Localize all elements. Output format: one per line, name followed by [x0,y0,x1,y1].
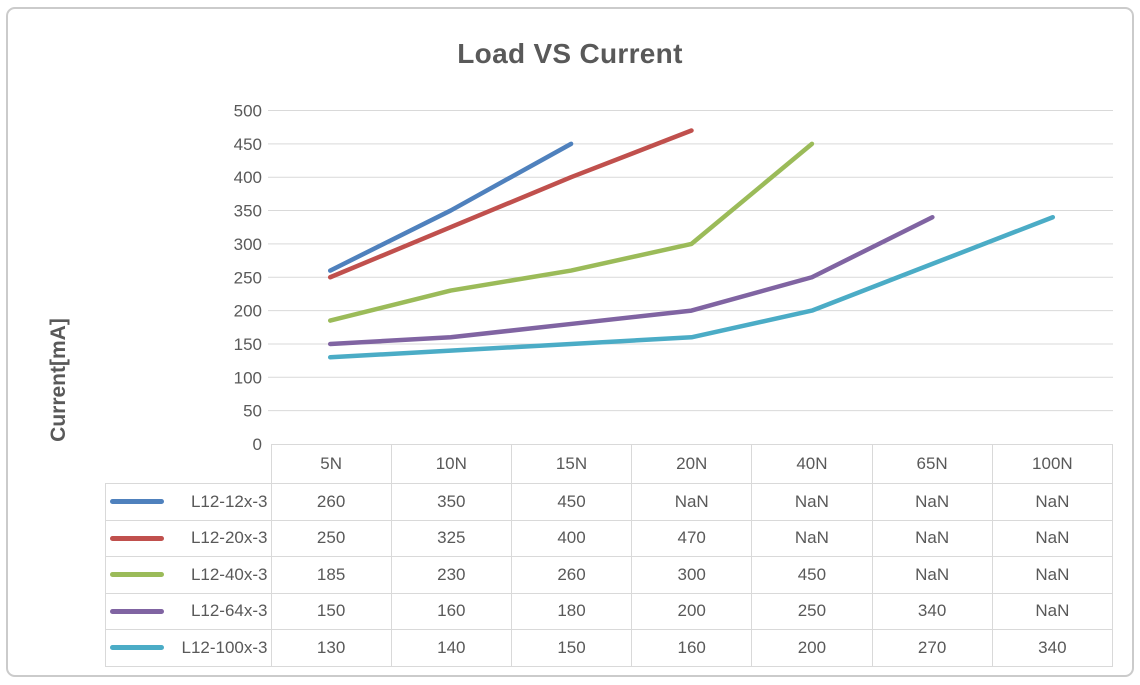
legend-line-swatch [110,608,164,614]
value-cell: NaN [871,519,993,557]
y-tick-label: 350 [234,202,262,221]
value-cell: 450 [751,556,873,594]
legend-line-swatch [110,645,164,651]
value-cell: 470 [631,519,753,557]
value-cell: 130 [270,629,392,667]
legend-series-label: L12-40x-3 [190,564,268,584]
series-line-L12-64x-3 [327,214,935,347]
value-cell: NaN [991,483,1114,521]
table-row: L12-100x-3 130 140 150 160 200 270 340 [105,629,1114,667]
value-cell: NaN [631,483,753,521]
value-cell: 200 [631,592,753,630]
legend-key: L12-100x-3 [105,629,272,667]
legend-key-inner: L12-100x-3 [106,637,270,658]
value-cell: NaN [991,592,1114,630]
value-cell: 260 [510,556,633,594]
value-cell: NaN [751,483,873,521]
legend-key: L12-20x-3 [105,519,272,557]
value-cell: 150 [270,592,392,630]
y-tick-label: 450 [234,135,262,154]
table-row: L12-20x-3 250 325 400 470 NaN NaN NaN [105,519,1114,557]
legend-key: L12-64x-3 [105,592,272,630]
legend-series-label: L12-64x-3 [190,601,268,621]
value-cell: 250 [270,519,392,557]
value-cell: 350 [390,483,512,521]
value-cell: 325 [390,519,512,557]
y-tick-label: 400 [234,168,262,187]
legend-key-inner: L12-12x-3 [106,491,270,512]
value-cell: NaN [751,519,873,557]
series-line-L12-100x-3 [327,214,1056,360]
legend-series-label: L12-12x-3 [190,491,268,511]
legend-key-inner: L12-64x-3 [106,601,270,621]
legend-key: L12-12x-3 [105,483,272,521]
column-header: 65N [871,444,993,484]
y-tick-label: 500 [234,102,262,121]
value-cell: 185 [270,556,392,594]
chart-title: Load VS Current [457,38,683,69]
y-tick-label: 150 [234,335,262,354]
table-row: L12-40x-3 185 230 260 300 450 NaN NaN [105,556,1114,594]
y-tick-label: 250 [234,268,262,287]
value-cell: 260 [270,483,392,521]
table-corner-blank [106,445,272,484]
table-row: L12-12x-3 260 350 450 NaN NaN NaN NaN [105,483,1114,521]
legend-line-swatch [110,572,164,578]
value-cell: 340 [991,629,1114,667]
value-cell: NaN [871,483,993,521]
column-header: 10N [390,444,512,484]
value-cell: 140 [390,629,512,667]
value-cell: 160 [631,629,753,667]
value-cell: NaN [871,556,993,594]
legend-key-inner: L12-20x-3 [106,528,270,548]
value-cell: 300 [631,556,753,594]
table-header-row: 5N 10N 15N 20N 40N 65N 100N [106,444,1114,484]
column-header: 20N [631,444,753,484]
column-header: 15N [510,444,633,484]
y-tick-label: 300 [234,235,262,254]
value-cell: 270 [871,629,993,667]
y-tick-label: 100 [234,368,262,387]
value-cell: 400 [510,519,633,557]
value-cell: 250 [751,592,873,630]
value-cell: 180 [510,592,633,630]
value-cell: 150 [510,629,633,667]
legend-line-swatch [110,535,164,541]
series-line-L12-20x-3 [327,128,694,280]
column-header: 5N [270,444,392,484]
y-tick-label: 50 [243,402,262,421]
value-cell: NaN [991,556,1114,594]
value-cell: 200 [751,629,873,667]
value-cell: 230 [390,556,512,594]
value-cell: 160 [390,592,512,630]
legend-key-inner: L12-40x-3 [106,564,270,585]
legend-line-swatch [110,499,164,505]
series-line-L12-12x-3 [327,141,574,273]
value-cell: 340 [871,592,993,630]
y-tick-label: 200 [234,302,262,321]
legend-series-label: L12-100x-3 [181,637,268,657]
column-header: 100N [991,444,1114,484]
data-table: 5N 10N 15N 20N 40N 65N 100N L12-12x-3 260 350 450 N… [105,444,1114,667]
column-header: 40N [751,444,873,484]
legend-key: L12-40x-3 [105,556,272,594]
value-cell: NaN [991,519,1114,557]
y-tick-label: 0 [253,435,262,454]
series-line-L12-40x-3 [327,141,815,323]
table-row: L12-64x-3 150 160 180 200 250 340 NaN [105,592,1114,630]
legend-series-label: L12-20x-3 [190,528,268,548]
value-cell: 450 [510,483,633,521]
